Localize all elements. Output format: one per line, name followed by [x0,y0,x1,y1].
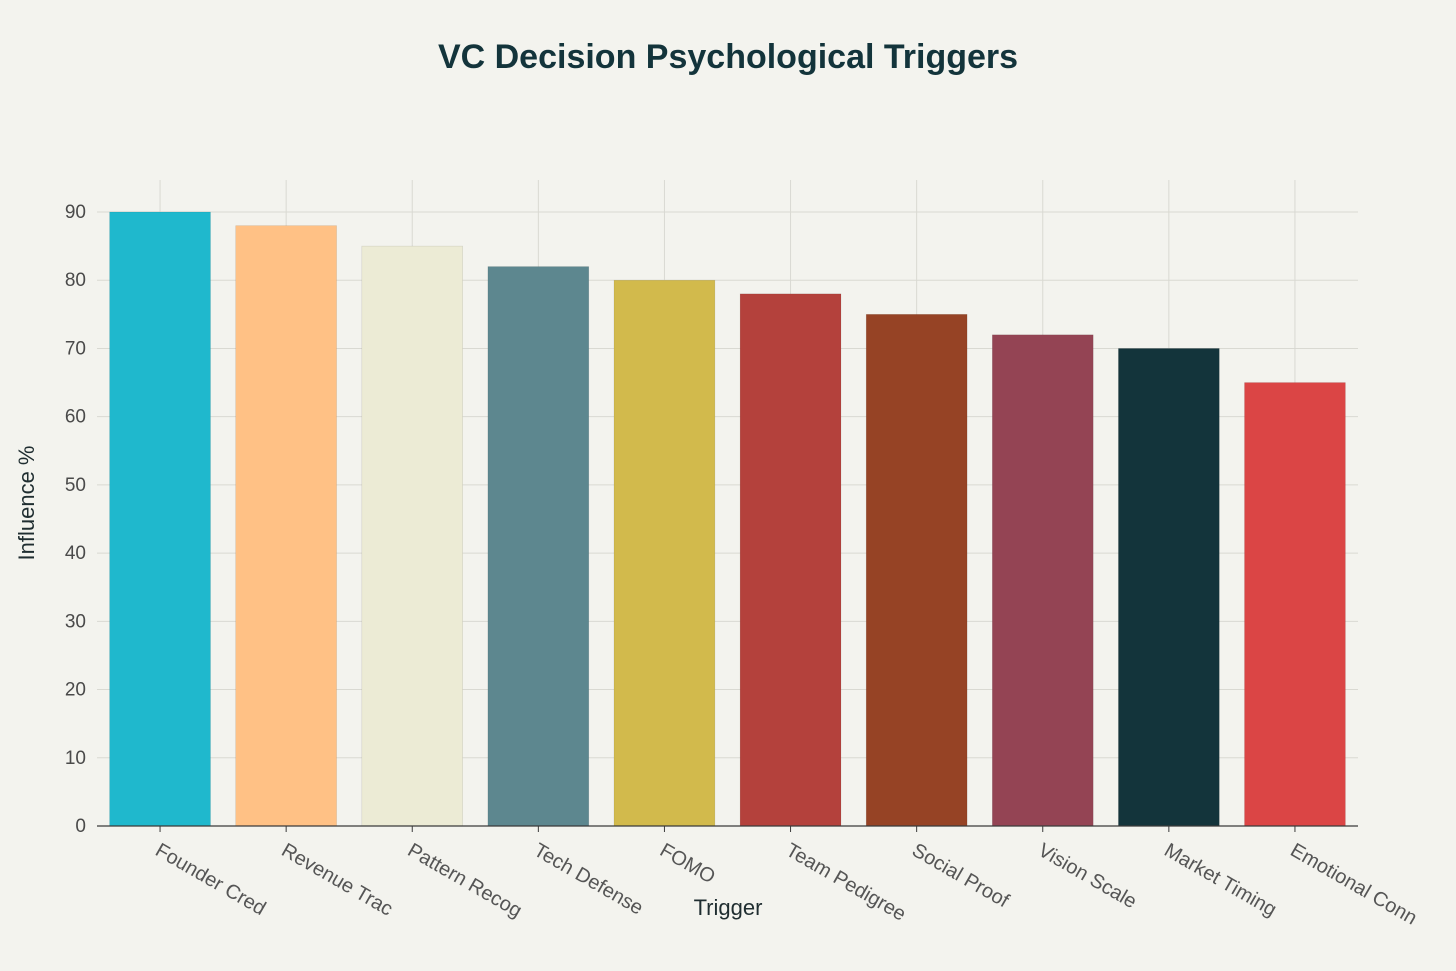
bar [1118,348,1220,827]
x-tick-label: Revenue Trac [278,839,397,920]
bar [1244,382,1346,827]
y-tick-label: 10 [65,748,86,769]
y-tick-label: 50 [65,475,86,496]
bar [739,293,842,827]
y-tick-label: 70 [65,338,86,359]
chart-title: VC Decision Psychological Triggers [437,38,1019,76]
y-tick-label: 60 [65,407,86,428]
bar [487,266,590,827]
x-tick-label: Tech Defense [530,839,647,919]
y-tick-label: 80 [65,270,86,291]
x-tick-label: Team Pedigree [782,839,910,925]
y-tick-label: 30 [65,611,86,632]
y-tick-label: 0 [75,816,86,837]
bar [361,245,463,827]
x-tick-label: Pattern Recog [404,839,526,922]
x-tick-label: Market Timing [1160,839,1280,921]
x-tick-label: Vision Scale [1034,839,1140,913]
bar [109,211,211,827]
y-tick-label: 40 [65,543,86,564]
bar [865,314,968,827]
x-axis-title: Trigger [694,895,763,920]
x-tick-label: Emotional Conn [1286,839,1420,929]
y-axis-title: Influence % [14,446,39,561]
y-tick-label: 90 [65,202,86,223]
x-tick-label: FOMO [656,839,719,888]
x-tick-label: Social Proof [908,839,1013,912]
bar [992,334,1094,827]
x-tick-label: Founder Cred [152,839,270,920]
y-tick-label: 20 [65,680,86,701]
bar [235,225,337,827]
bar [613,279,716,827]
